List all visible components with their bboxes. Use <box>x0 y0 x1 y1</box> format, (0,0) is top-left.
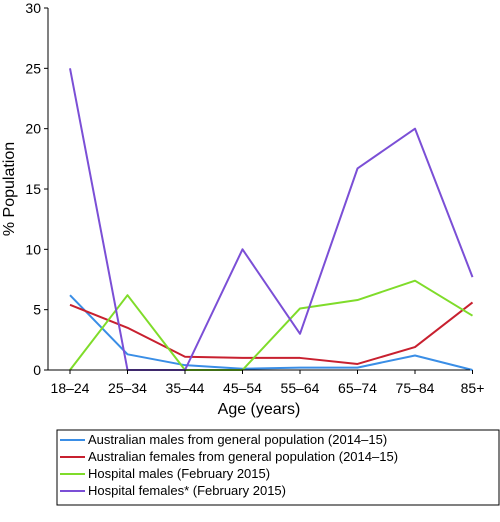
legend-label: Hospital males (February 2015) <box>88 466 270 481</box>
y-tick-label: 20 <box>25 121 41 137</box>
series-line-2 <box>69 301 474 365</box>
y-tick-label: 10 <box>25 241 41 257</box>
x-tick-label: 75–84 <box>396 380 435 396</box>
axes: 0 5 10 15 20 25 30 18–24 25–34 35–44 45–54 55–64 65… <box>25 0 484 396</box>
y-tick-label: 0 <box>33 362 41 378</box>
legend-label: Hospital females* (February 2015) <box>88 483 286 498</box>
series-line-1 <box>69 294 473 371</box>
x-tick-label: 18–24 <box>51 380 90 396</box>
y-axis-title: % Population <box>1 142 18 236</box>
legend-label: Australian males from general population… <box>88 432 387 447</box>
y-axis-ticks: 0 5 10 15 20 25 30 <box>25 0 48 378</box>
series-line-3 <box>69 279 474 371</box>
y-tick-label: 5 <box>33 302 41 318</box>
legend: Australian males from general population… <box>56 429 500 506</box>
x-axis-ticks: 18–24 25–34 35–44 45–54 55–64 65–74 75–84 85+ <box>51 370 485 396</box>
y-tick-label: 30 <box>25 0 41 16</box>
legend-box <box>56 429 500 506</box>
legend-label: Australian females from general populati… <box>88 449 398 464</box>
x-tick-label: 45–54 <box>223 380 262 396</box>
y-tick-label: 25 <box>25 60 41 76</box>
x-tick-label: 35–44 <box>166 380 205 396</box>
plot-area <box>69 68 474 371</box>
series-line-4 <box>69 68 474 371</box>
x-tick-label: 85+ <box>461 380 485 396</box>
x-axis-title: Age (years) <box>218 401 301 418</box>
y-tick-label: 15 <box>25 181 41 197</box>
x-tick-label: 25–34 <box>108 380 147 396</box>
x-tick-label: 55–64 <box>281 380 320 396</box>
x-tick-label: 65–74 <box>338 380 377 396</box>
